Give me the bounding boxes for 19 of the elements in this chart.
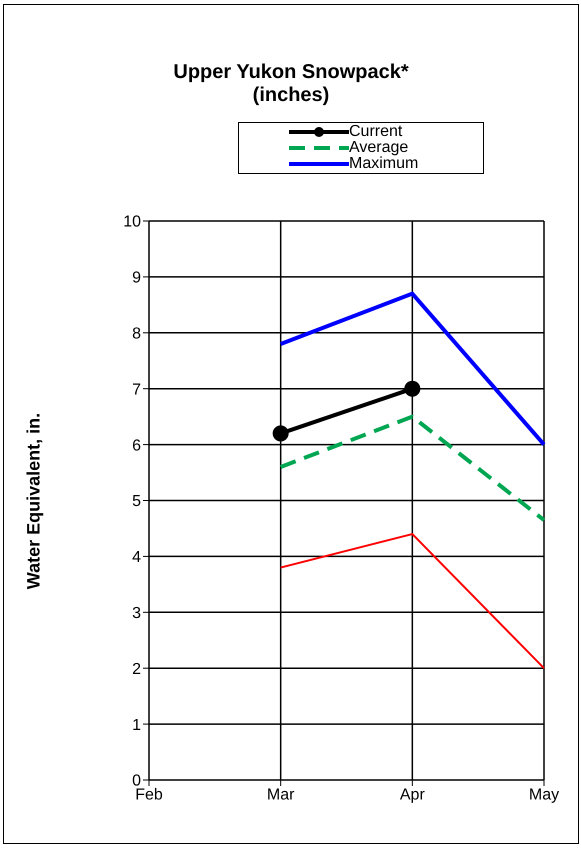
x-tick-label: Mar xyxy=(266,786,296,804)
y-tick-label: 2 xyxy=(132,660,142,678)
x-tick-label: May xyxy=(528,786,560,804)
y-tick-label: 9 xyxy=(132,270,142,287)
chart-title: Upper Yukon Snowpack* xyxy=(172,61,410,84)
legend-label: Average xyxy=(349,139,408,156)
y-tick-label: 10 xyxy=(123,214,142,231)
y-tick-label: 7 xyxy=(132,381,142,398)
legend-label: Current xyxy=(349,123,402,140)
chart-subtitle: (inches) xyxy=(252,84,330,107)
y-tick-label: 8 xyxy=(132,325,142,342)
x-tick-label: Apr xyxy=(400,786,426,804)
y-tick-label: 5 xyxy=(132,493,142,510)
y-tick-label: 4 xyxy=(132,549,142,566)
y-axis-title: Water Equivalent, in. xyxy=(24,412,44,589)
y-tick-label: 3 xyxy=(132,604,142,622)
y-tick-label: 6 xyxy=(132,437,142,454)
y-tick-label: 1 xyxy=(132,716,142,734)
legend-label: Maximum xyxy=(349,155,418,172)
